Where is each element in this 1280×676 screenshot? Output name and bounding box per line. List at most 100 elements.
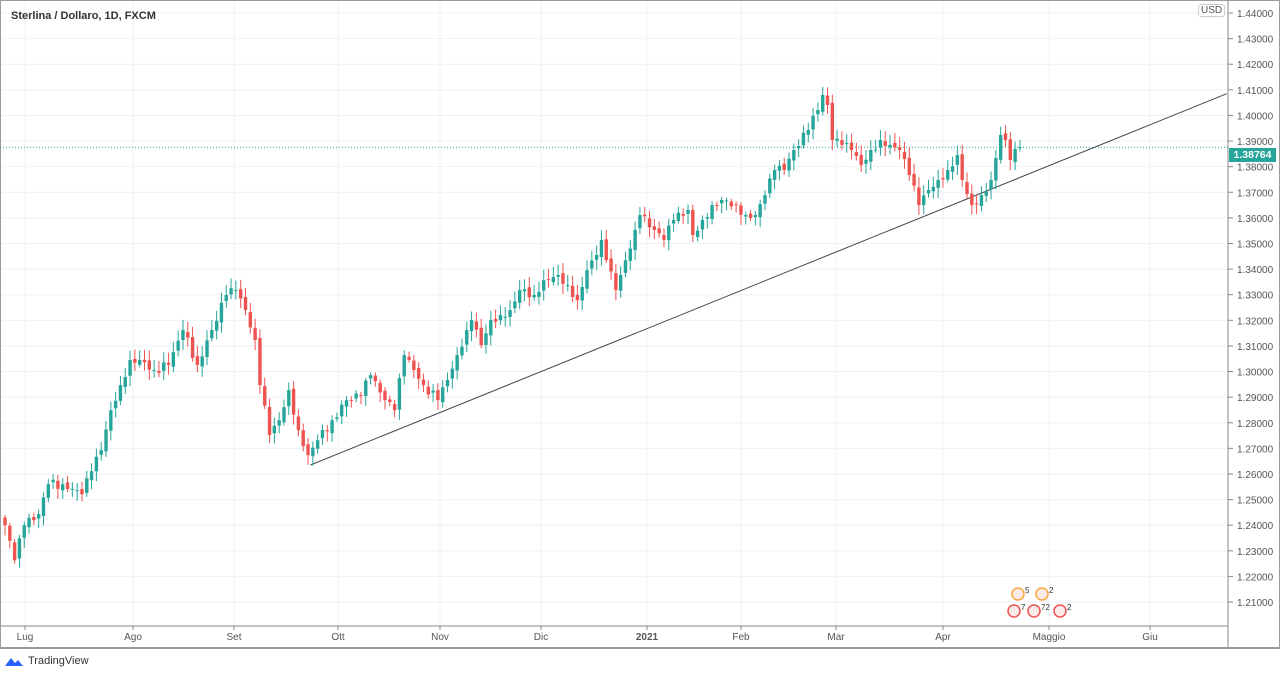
candle-up: [710, 205, 714, 220]
candle-up: [753, 215, 758, 217]
candle-up: [330, 420, 334, 434]
candle-up: [123, 377, 127, 388]
candle-down: [974, 203, 979, 205]
candle-down: [267, 407, 272, 436]
candle-up: [700, 219, 705, 230]
y-tick-label: 1.26000: [1237, 470, 1274, 481]
y-tick-label: 1.42000: [1237, 60, 1274, 71]
candle-up: [946, 169, 950, 180]
candle-up: [200, 356, 204, 367]
candle-up: [695, 230, 700, 238]
candle-up: [22, 525, 26, 538]
candle-up: [277, 420, 281, 426]
candle-up: [75, 490, 79, 492]
candle-down: [474, 321, 479, 330]
candle-up: [594, 255, 599, 260]
candle-down: [643, 214, 647, 217]
candle-down: [243, 296, 248, 311]
candle-up: [926, 189, 931, 194]
candle-down: [662, 235, 666, 240]
candle-down: [830, 102, 835, 141]
candle-up: [633, 229, 637, 251]
candle-up: [104, 429, 108, 452]
candle-up: [176, 340, 180, 351]
candle-down: [1008, 139, 1012, 161]
candle-up: [537, 291, 541, 297]
event-flag-icon: [1053, 604, 1067, 618]
candle-up: [638, 215, 642, 229]
candle-up: [445, 379, 450, 387]
candle-up: [744, 215, 748, 217]
candle-up: [787, 158, 791, 171]
candle-down: [493, 318, 498, 322]
candle-up: [205, 340, 209, 358]
candle-down: [258, 338, 262, 386]
x-tick-label: Feb: [732, 632, 750, 643]
candle-down: [575, 294, 580, 301]
candle-down: [917, 187, 921, 206]
chart-frame[interactable]: 1.44000 1.43000 1.42000 1.41000 1.40000 1.390…: [0, 0, 1280, 649]
candle-down: [392, 404, 397, 411]
trendline: [310, 93, 1227, 466]
candle-down: [734, 204, 738, 206]
candle-up: [99, 450, 103, 455]
candle-up: [70, 488, 75, 490]
candle-up: [368, 375, 373, 379]
y-tick-label: 1.29000: [1237, 393, 1274, 404]
candle-down: [902, 151, 907, 159]
candle-down: [609, 258, 613, 272]
candle-down: [65, 482, 70, 490]
candle-up: [489, 320, 493, 336]
event-flag-icon: [1007, 604, 1021, 618]
candle-up: [931, 186, 936, 192]
event-count: 5: [1025, 586, 1030, 595]
candle-down: [748, 213, 753, 218]
candle-up: [311, 447, 315, 457]
candle-down: [859, 154, 863, 166]
candle-up: [517, 290, 522, 303]
candle-up: [950, 166, 955, 172]
candle-up: [792, 150, 796, 161]
chart-title: Sterlina / Dollaro, 1D, FXCM: [11, 10, 156, 22]
candle-down: [840, 140, 844, 145]
candle-up: [431, 390, 435, 393]
y-tick-label: 1.39000: [1237, 137, 1274, 148]
candle-up: [287, 389, 291, 407]
candle-up: [566, 284, 570, 286]
candle-up: [498, 314, 503, 321]
candle-up: [777, 165, 782, 171]
candle-up: [522, 289, 527, 292]
candlestick-chart[interactable]: 1.44000 1.43000 1.42000 1.41000 1.40000 1.390…: [0, 0, 1280, 648]
candle-up: [922, 195, 926, 205]
tradingview-logo[interactable]: TradingView: [4, 655, 89, 667]
candle-up: [320, 429, 325, 439]
candle-down: [190, 337, 195, 358]
candle-up: [998, 134, 1003, 160]
candle-down: [652, 226, 657, 230]
candle-down: [301, 430, 305, 447]
candle-up: [551, 277, 556, 283]
candle-up: [628, 248, 632, 261]
candle-up: [994, 158, 998, 181]
candle-up: [214, 320, 219, 331]
y-tick-label: 1.44000: [1237, 9, 1274, 20]
candle-down: [306, 444, 310, 456]
candle-up: [864, 159, 868, 164]
candle-down: [195, 356, 200, 365]
x-tick-label: Mar: [827, 632, 845, 643]
candle-up: [118, 385, 123, 401]
candle-up: [585, 270, 589, 289]
candle-up: [85, 478, 89, 493]
currency-label[interactable]: USD: [1198, 4, 1226, 17]
y-tick-label: 1.34000: [1237, 265, 1274, 276]
candle-up: [234, 290, 238, 292]
candle-down: [263, 386, 267, 406]
candle-down: [546, 279, 551, 281]
candle-up: [128, 360, 132, 376]
candle-up: [845, 143, 849, 145]
candle-up: [758, 204, 762, 218]
candle-up: [335, 417, 339, 419]
candle-down: [296, 416, 301, 431]
candle-down: [388, 399, 392, 403]
candle-up: [989, 179, 993, 190]
